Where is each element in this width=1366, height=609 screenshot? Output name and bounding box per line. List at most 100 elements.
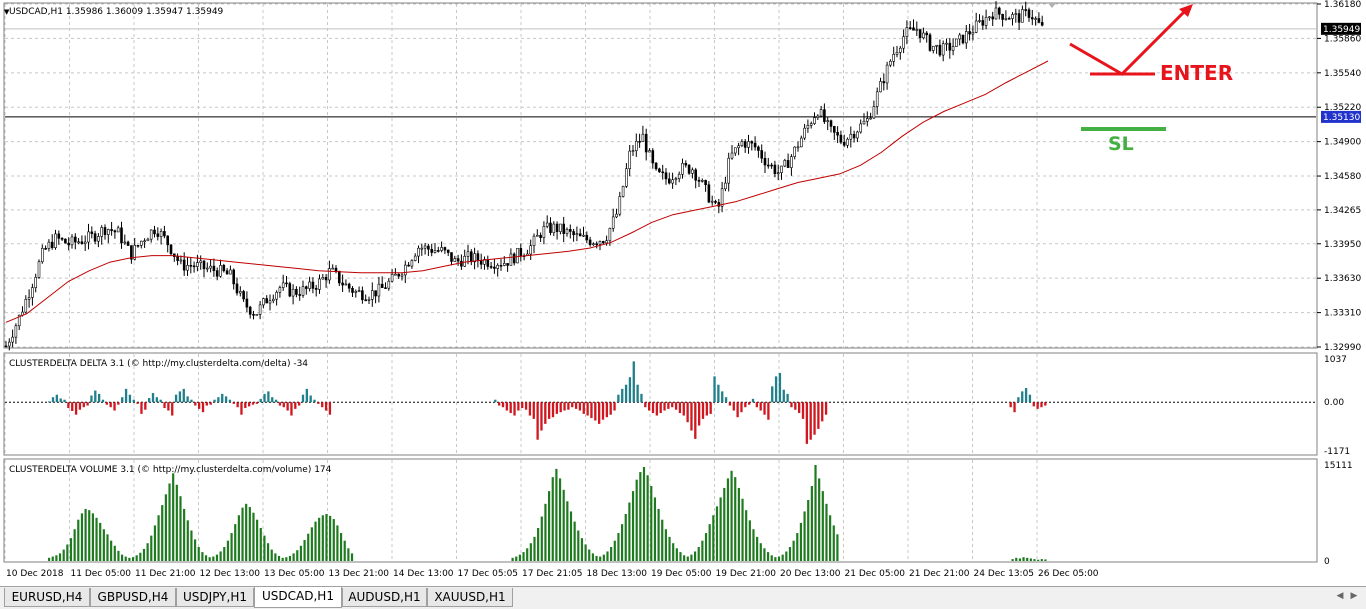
delta-bar bbox=[782, 389, 785, 403]
volume-bar bbox=[672, 543, 675, 561]
candle-body bbox=[1024, 9, 1027, 11]
price-tick-label: 1.35860 bbox=[1324, 34, 1361, 44]
delta-bar bbox=[678, 402, 682, 414]
volume-bar bbox=[146, 543, 149, 561]
delta-bar bbox=[713, 376, 716, 403]
tab-audusd-h1[interactable]: AUDUSD,H1 bbox=[342, 588, 427, 607]
candle-body bbox=[265, 298, 269, 304]
candle-body bbox=[793, 146, 797, 157]
tab-usdcad-h1[interactable]: USDCAD,H1 bbox=[254, 587, 342, 608]
candle-body bbox=[981, 20, 985, 26]
candle-body bbox=[826, 120, 830, 122]
candle-body bbox=[242, 291, 245, 300]
volume-bar bbox=[573, 521, 576, 561]
volume-bar bbox=[120, 554, 124, 561]
tab-scroll-left-icon[interactable]: ◀ bbox=[1336, 591, 1344, 601]
volume-bar bbox=[234, 524, 237, 561]
candle-body bbox=[786, 160, 790, 168]
chart-tab-bar: EURUSD,H4 GBPUSD,H4 USDJPY,H1 USDCAD,H1 … bbox=[0, 586, 1366, 609]
tab-gbpusd-h4[interactable]: GBPUSD,H4 bbox=[90, 588, 176, 607]
delta-bar bbox=[551, 402, 555, 418]
volume-bar bbox=[606, 551, 609, 561]
candle-body bbox=[493, 266, 496, 269]
delta-bar bbox=[824, 402, 828, 415]
candle-body bbox=[588, 239, 592, 245]
candle-body bbox=[677, 173, 681, 179]
candle-body bbox=[252, 313, 255, 316]
candle-body bbox=[116, 227, 120, 233]
delta-bar bbox=[328, 402, 332, 415]
candle-body bbox=[1014, 13, 1018, 15]
delta-bar bbox=[655, 402, 658, 416]
volume-bar bbox=[832, 525, 835, 561]
volume-bar bbox=[803, 511, 806, 561]
tab-xauusd-h1[interactable]: XAUUSD,H1 bbox=[427, 588, 513, 607]
candle-body bbox=[209, 265, 212, 269]
candle-body bbox=[710, 200, 714, 203]
candle-body bbox=[915, 29, 919, 31]
candle-body bbox=[31, 287, 34, 298]
candle-body bbox=[476, 253, 480, 261]
candle-body bbox=[361, 290, 364, 301]
candle-body bbox=[70, 236, 74, 246]
candle-body bbox=[717, 202, 721, 207]
tab-usdjpy-h1[interactable]: USDJPY,H1 bbox=[176, 588, 254, 607]
volume-bar bbox=[113, 545, 116, 561]
candle-body bbox=[763, 157, 767, 166]
delta-bar bbox=[228, 399, 232, 403]
candle-body bbox=[951, 46, 955, 51]
delta-bar bbox=[109, 402, 112, 408]
volume-bar bbox=[679, 552, 682, 561]
enter-annotation: ENTER bbox=[1069, 4, 1233, 85]
delta-bar bbox=[55, 394, 58, 403]
delta-bar bbox=[194, 402, 197, 406]
delta-bar bbox=[321, 402, 324, 408]
candle-body bbox=[456, 258, 460, 262]
volume-bar bbox=[212, 556, 215, 561]
volume-bar bbox=[91, 513, 94, 561]
time-tick-label: 18 Dec 13:00 bbox=[587, 569, 648, 579]
volume-bar bbox=[646, 475, 649, 561]
delta-bar bbox=[236, 402, 239, 408]
volume-bar bbox=[208, 557, 211, 561]
delta-bar bbox=[586, 402, 589, 416]
delta-bar bbox=[78, 402, 82, 410]
delta-bar bbox=[63, 399, 66, 403]
candle-body bbox=[130, 245, 133, 260]
candle-body bbox=[24, 299, 28, 313]
candle-body bbox=[489, 266, 493, 268]
tab-eurusd-h4[interactable]: EURUSD,H4 bbox=[4, 588, 90, 607]
delta-bar bbox=[174, 394, 178, 403]
delta-bar bbox=[82, 402, 85, 408]
candle-body bbox=[862, 120, 866, 125]
volume-bar bbox=[821, 491, 824, 561]
candle-body bbox=[697, 179, 701, 182]
delta-indicator-title: CLUSTERDELTA DELTA 3.1 (© http://my.clus… bbox=[9, 359, 308, 369]
delta-bar bbox=[232, 402, 235, 404]
volume-bar bbox=[548, 491, 551, 561]
volume-bar bbox=[610, 547, 613, 561]
candle-body bbox=[80, 241, 84, 244]
delta-bar bbox=[248, 402, 251, 407]
delta-bar bbox=[51, 397, 55, 403]
candle-body bbox=[509, 253, 513, 266]
current-price-label: 1.35949 bbox=[1323, 25, 1360, 35]
tab-scroll-right-icon[interactable]: ▶ bbox=[1350, 591, 1358, 601]
volume-bar bbox=[318, 517, 321, 561]
delta-bar bbox=[282, 402, 285, 408]
candle-body bbox=[496, 265, 500, 269]
candle-body bbox=[829, 120, 833, 127]
delta-bar bbox=[205, 402, 208, 406]
chart-canvas[interactable]: 1.36180 1.35860 1.35540 1.35220 1.34900 1.345… bbox=[0, 0, 1366, 586]
candle-body bbox=[258, 304, 262, 315]
volume-bar bbox=[836, 534, 839, 561]
candlesticks bbox=[4, 1, 1044, 351]
volume-bar bbox=[788, 547, 792, 561]
volume-bar bbox=[161, 505, 164, 561]
volume-bar bbox=[186, 520, 189, 561]
volume-bar bbox=[770, 555, 773, 561]
candle-body bbox=[427, 245, 430, 250]
delta-bar bbox=[648, 402, 651, 411]
candle-body bbox=[97, 236, 100, 242]
candle-body bbox=[905, 27, 909, 37]
